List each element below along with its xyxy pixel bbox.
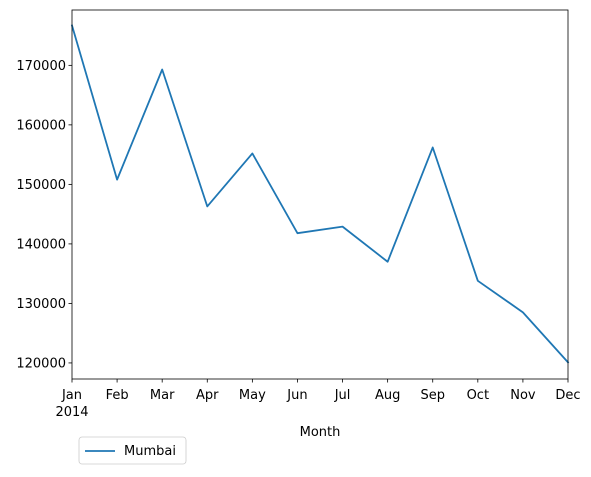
data-point <box>115 178 119 182</box>
y-tick-label: 130000 <box>16 297 66 312</box>
y-tick-label: 160000 <box>16 118 66 133</box>
x-axis-year-label: 2014 <box>55 405 88 420</box>
legend: Mumbai <box>78 436 187 465</box>
y-tick-label: 120000 <box>16 356 66 371</box>
y-tick-label: 140000 <box>16 237 66 252</box>
data-point <box>476 279 480 283</box>
x-tick-label: Dec <box>555 388 580 403</box>
x-tick-label: Oct <box>467 388 489 403</box>
plot-frame <box>71 9 569 380</box>
x-tick-label: Apr <box>196 388 219 403</box>
data-point <box>386 260 390 264</box>
y-tick-label: 150000 <box>16 178 66 193</box>
x-tick-label: Sep <box>420 388 445 403</box>
x-tick-label: Jan <box>61 388 82 403</box>
x-tick-label: Jul <box>334 388 351 403</box>
ticks-layer: Jan Feb Mar Apr May Jun Jul Aug Sep Oct Nov Dec 1200… <box>16 59 580 403</box>
x-tick-label: Jun <box>286 388 307 403</box>
data-point <box>205 204 209 208</box>
series-layer <box>70 24 570 364</box>
legend-label: Mumbai <box>124 444 176 459</box>
x-tick-label: Feb <box>106 388 129 403</box>
data-point <box>160 68 164 72</box>
data-point <box>431 145 435 149</box>
data-point <box>521 310 525 314</box>
x-axis-label: Month <box>300 425 341 440</box>
y-tick-label: 170000 <box>16 59 66 74</box>
series-line-mumbai <box>70 24 570 364</box>
data-point <box>250 151 254 155</box>
x-tick-label: May <box>239 388 266 403</box>
data-point <box>341 225 345 229</box>
plot-area <box>72 10 568 379</box>
x-tick-label: Nov <box>510 388 536 403</box>
x-tick-label: Mar <box>150 388 175 403</box>
x-tick-label: Aug <box>375 388 400 403</box>
data-point <box>295 231 299 235</box>
legend-box <box>78 436 187 465</box>
